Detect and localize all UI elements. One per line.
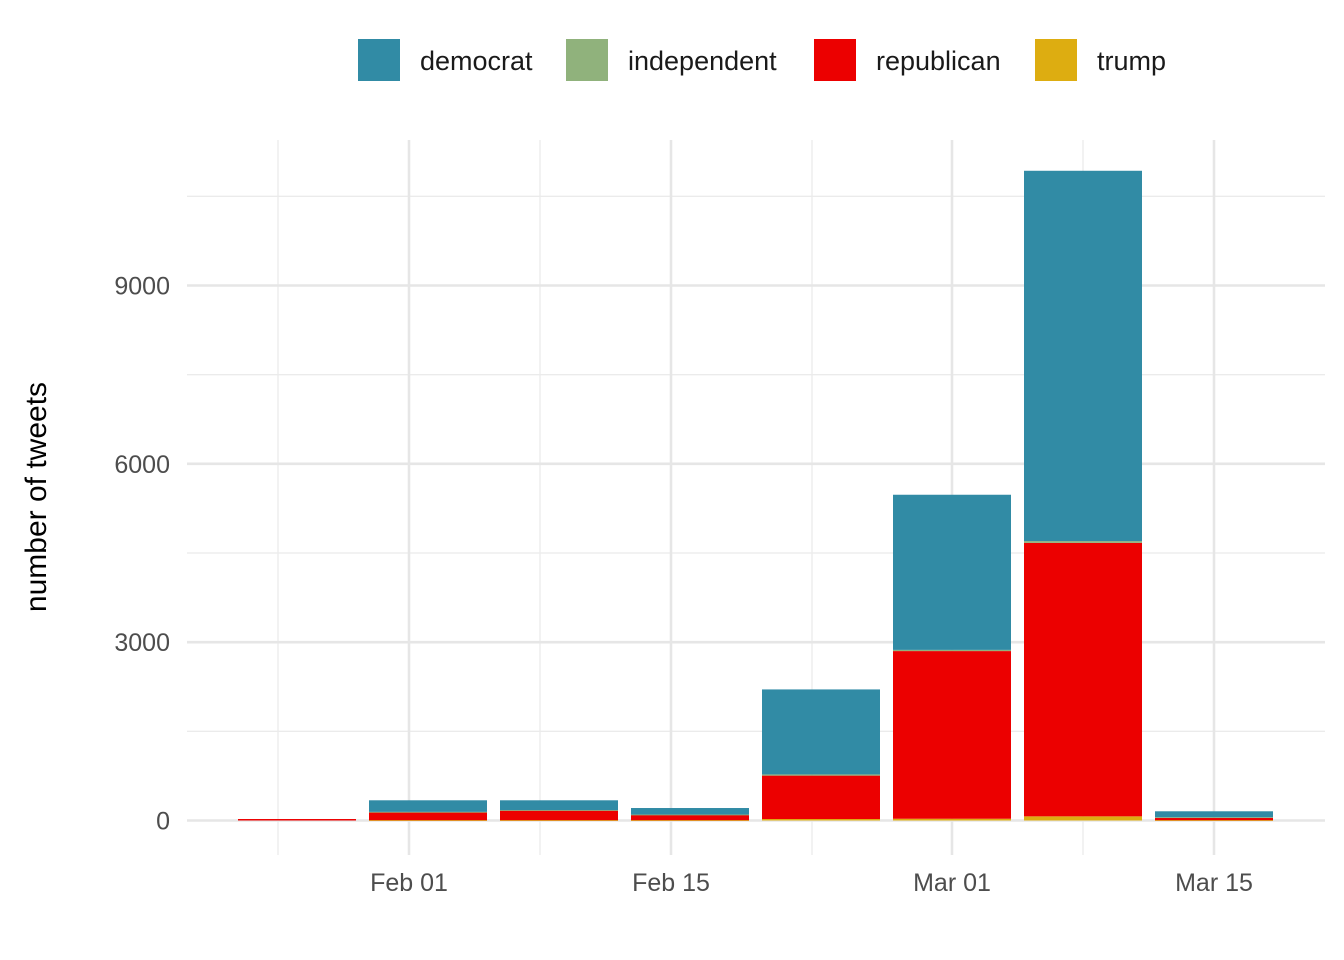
grid <box>187 140 1325 855</box>
bar-democrat-5: Mar 01 democrat: 2610 <box>893 494 1011 650</box>
bar-independent-5: Mar 01 independent: 20 <box>893 649 1011 652</box>
bar-independent-7: Mar 15 independent: 5 <box>1155 817 1273 819</box>
bar-trump-4: Feb 22 trump: 25 <box>762 819 880 821</box>
bar-independent-1: Feb 01 independent: 5 <box>369 811 487 813</box>
bar-trump-2: Feb 08 trump: 5 <box>500 820 618 822</box>
bars: Jan 25 republican: 25Feb 01 trump: 5Feb … <box>238 170 1273 822</box>
x-tick-label: Feb 01 <box>370 869 448 897</box>
bar-trump-3: Feb 15 trump: 5 <box>631 820 749 822</box>
bar-republican-0: Jan 25 republican: 25 <box>238 819 356 821</box>
x-tick-label: Mar 15 <box>1175 869 1253 897</box>
bar-democrat-4: Feb 22 democrat: 1430 <box>762 689 880 775</box>
bar-republican-1: Feb 01 republican: 135 <box>369 812 487 821</box>
bar-independent-6: Mar 08 independent: 30 <box>1024 541 1142 543</box>
y-tick-label: 9000 <box>114 273 170 301</box>
bar-republican-4: Feb 22 republican: 730 <box>762 775 880 820</box>
bar-trump-6: Mar 08 trump: 70 <box>1024 816 1142 821</box>
bar-trump-1: Feb 01 trump: 5 <box>369 820 487 822</box>
bar-independent-2: Feb 08 independent: 5 <box>500 810 618 811</box>
y-tick-label: 3000 <box>114 629 170 657</box>
legend-key-independent <box>566 39 608 81</box>
y-tick-label: 0 <box>156 808 170 836</box>
bar-republican-5: Mar 01 republican: 2820 <box>893 651 1011 819</box>
y-tick-label: 6000 <box>114 451 170 479</box>
x-tick-label: Feb 15 <box>632 869 710 897</box>
bar-democrat-1: Feb 01 democrat: 195 <box>369 800 487 812</box>
legend-key-trump <box>1035 39 1077 81</box>
bar-independent-3: Feb 15 independent: 5 <box>631 814 749 816</box>
legend-key-republican <box>814 39 856 81</box>
y-axis-title: number of tweets <box>20 382 53 612</box>
bar-democrat-3: Feb 15 democrat: 110 <box>631 808 749 815</box>
bar-republican-3: Feb 15 republican: 90 <box>631 814 749 821</box>
bar-trump-7: Mar 15 trump: 5 <box>1155 820 1273 822</box>
legend-label-democrat: democrat <box>420 46 533 76</box>
x-axis: Feb 01 Feb 15 Mar 01 Mar 15 <box>370 869 1253 897</box>
bar-democrat-2: Feb 08 democrat: 165 <box>500 800 618 811</box>
legend-label-trump: trump <box>1097 46 1166 76</box>
bar-trump-5: Mar 01 trump: 30 <box>893 818 1011 821</box>
y-axis: 0 3000 6000 9000 <box>114 273 170 836</box>
legend-label-independent: independent <box>628 46 777 76</box>
bar-independent-4: Feb 22 independent: 20 <box>762 774 880 776</box>
bar-democrat-6: Mar 08 democrat: 6230 <box>1024 170 1142 542</box>
legend-key-democrat <box>358 39 400 81</box>
bar-republican-2: Feb 08 republican: 165 <box>500 810 618 821</box>
legend: democrat independent republican trump <box>358 39 1166 81</box>
bar-republican-6: Mar 08 republican: 4600 <box>1024 542 1142 817</box>
bar-republican-7: Mar 15 republican: 45 <box>1155 817 1273 821</box>
legend-label-republican: republican <box>876 46 1001 76</box>
bar-democrat-7: Mar 15 democrat: 100 <box>1155 811 1273 818</box>
x-tick-label: Mar 01 <box>913 869 991 897</box>
